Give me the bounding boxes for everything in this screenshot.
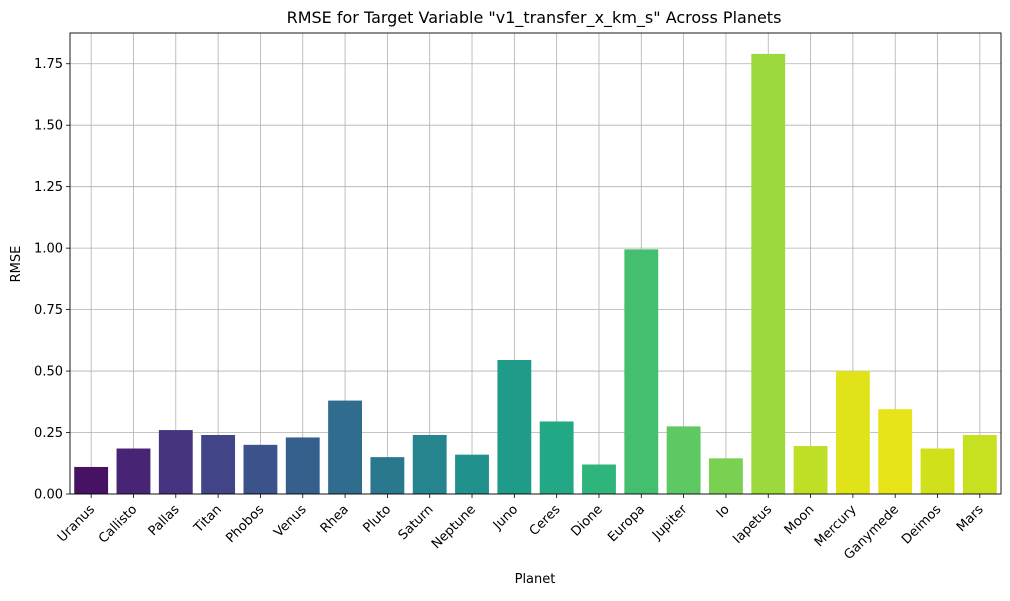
bar-jupiter xyxy=(666,426,701,494)
x-tick-label: Io xyxy=(714,502,733,521)
x-tick-label: Callisto xyxy=(96,502,140,546)
bar-moon xyxy=(793,446,828,494)
y-tick-label: 1.50 xyxy=(34,119,63,134)
x-tick-label: Saturn xyxy=(396,502,437,543)
bar-mars xyxy=(962,434,997,494)
bar-saturn xyxy=(412,434,447,494)
bar-callisto xyxy=(116,448,151,494)
x-tick-label: Phobos xyxy=(223,502,267,546)
bars xyxy=(74,53,997,494)
bar-ganymede xyxy=(878,409,913,494)
x-tick-label: Ceres xyxy=(527,502,564,539)
bar-uranus xyxy=(74,466,109,494)
bar-dione xyxy=(582,464,616,494)
x-tick-label: Europa xyxy=(605,502,648,545)
bar-europa xyxy=(624,249,659,494)
x-tick-label: Titan xyxy=(191,502,225,536)
x-tick-label: Uranus xyxy=(55,502,98,545)
chart-title: RMSE for Target Variable "v1_transfer_x_… xyxy=(287,8,782,28)
bar-mercury xyxy=(835,371,870,494)
y-tick-label: 1.25 xyxy=(34,180,63,195)
x-tick-label: Deimos xyxy=(899,502,944,547)
y-tick-label: 0.25 xyxy=(34,426,63,441)
bar-phobos xyxy=(243,444,278,494)
y-tick-label: 0.00 xyxy=(34,488,63,503)
y-axis-label: RMSE xyxy=(9,246,24,283)
y-tick-label: 0.50 xyxy=(34,365,63,380)
x-axis-label: Planet xyxy=(515,572,556,587)
x-tick-label: Mars xyxy=(954,502,987,535)
bar-venus xyxy=(285,437,320,494)
bar-pallas xyxy=(158,430,193,494)
x-tick-label: Neptune xyxy=(429,502,479,552)
y-ticks: 0.00 0.25 0.50 0.75 1.00 1.25 1.50 1.75 xyxy=(34,57,70,503)
bar-neptune xyxy=(455,454,489,494)
x-tick-label: Dione xyxy=(568,502,605,539)
axes xyxy=(69,32,1002,495)
y-tick-label: 1.75 xyxy=(34,57,63,72)
x-tick-label: Venus xyxy=(271,502,309,540)
bar-pluto xyxy=(370,457,405,494)
x-tick-label: Pallas xyxy=(146,502,183,539)
bar-io xyxy=(709,458,743,494)
bar-juno xyxy=(497,360,532,494)
bar-iapetus xyxy=(751,53,786,494)
y-tick-label: 1.00 xyxy=(34,242,63,257)
bar-rhea xyxy=(328,400,362,494)
x-tick-label: Moon xyxy=(782,502,818,538)
bar-deimos xyxy=(920,448,955,494)
bar-ceres xyxy=(539,421,574,494)
x-tick-label: Rhea xyxy=(318,502,352,536)
bar-titan xyxy=(201,434,236,494)
x-tick-label: Iapetus xyxy=(730,502,775,547)
x-tick-label: Juno xyxy=(490,502,521,533)
x-tick-label: Pluto xyxy=(360,502,394,536)
x-tick-label: Jupiter xyxy=(649,502,691,544)
plot-frame xyxy=(69,32,1002,495)
y-tick-label: 0.75 xyxy=(34,303,63,318)
